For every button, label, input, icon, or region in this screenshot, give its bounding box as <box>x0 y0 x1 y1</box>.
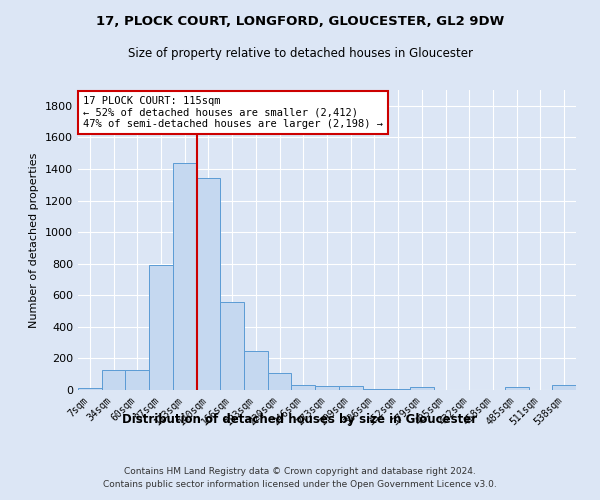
Text: 17 PLOCK COURT: 115sqm
← 52% of detached houses are smaller (2,412)
47% of semi-: 17 PLOCK COURT: 115sqm ← 52% of detached… <box>83 96 383 129</box>
Bar <box>410 388 434 390</box>
Bar <box>197 178 220 390</box>
Bar <box>315 386 339 390</box>
Bar <box>292 385 315 390</box>
Bar <box>386 389 410 390</box>
Bar <box>102 370 125 390</box>
Bar <box>268 373 292 390</box>
Text: Size of property relative to detached houses in Gloucester: Size of property relative to detached ho… <box>128 48 473 60</box>
Text: Distribution of detached houses by size in Gloucester: Distribution of detached houses by size … <box>122 412 478 426</box>
Bar <box>244 351 268 390</box>
Bar <box>505 388 529 390</box>
Bar <box>339 386 362 390</box>
Bar <box>552 386 576 390</box>
Bar <box>149 266 173 390</box>
Text: Contains public sector information licensed under the Open Government Licence v3: Contains public sector information licen… <box>103 480 497 489</box>
Bar <box>362 389 386 390</box>
Text: 17, PLOCK COURT, LONGFORD, GLOUCESTER, GL2 9DW: 17, PLOCK COURT, LONGFORD, GLOUCESTER, G… <box>96 15 504 28</box>
Text: Contains HM Land Registry data © Crown copyright and database right 2024.: Contains HM Land Registry data © Crown c… <box>124 468 476 476</box>
Y-axis label: Number of detached properties: Number of detached properties <box>29 152 40 328</box>
Bar <box>173 164 197 390</box>
Bar <box>78 388 102 390</box>
Bar <box>125 370 149 390</box>
Bar <box>220 302 244 390</box>
